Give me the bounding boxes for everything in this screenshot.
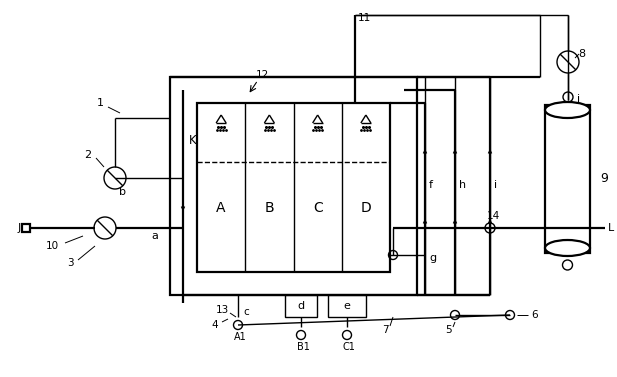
Text: 9: 9 <box>600 173 608 185</box>
Text: A: A <box>217 201 226 215</box>
Text: b: b <box>118 187 125 197</box>
Text: h: h <box>459 180 466 190</box>
Text: D: D <box>360 201 371 215</box>
Text: 11: 11 <box>358 13 371 23</box>
Text: J: J <box>18 223 21 233</box>
Text: j: j <box>576 94 579 104</box>
Bar <box>170 77 417 295</box>
Bar <box>197 103 390 272</box>
Text: d: d <box>297 301 305 311</box>
Text: c: c <box>243 307 249 317</box>
Bar <box>22 224 30 232</box>
Text: e: e <box>344 301 350 311</box>
Text: A1: A1 <box>234 332 246 342</box>
Text: B1: B1 <box>297 342 310 352</box>
Bar <box>545 105 590 253</box>
Text: 14: 14 <box>486 211 500 221</box>
Text: C: C <box>313 201 323 215</box>
Text: 13: 13 <box>215 305 229 315</box>
Text: 8: 8 <box>579 49 586 59</box>
Text: g: g <box>429 253 436 263</box>
Text: 5: 5 <box>445 325 451 335</box>
Bar <box>183 90 404 283</box>
Text: C1: C1 <box>342 342 355 352</box>
Text: f: f <box>429 180 433 190</box>
Ellipse shape <box>545 102 590 118</box>
Text: 2: 2 <box>85 150 91 160</box>
Text: 7: 7 <box>382 325 388 335</box>
Text: 10: 10 <box>46 241 59 251</box>
Bar <box>328 295 366 317</box>
Text: L: L <box>608 223 615 233</box>
Ellipse shape <box>545 240 590 256</box>
Text: K: K <box>189 133 197 147</box>
Text: 12: 12 <box>255 70 268 80</box>
Bar <box>285 295 317 317</box>
Text: 1: 1 <box>96 98 104 108</box>
Text: B: B <box>265 201 274 215</box>
Text: a: a <box>152 231 159 241</box>
Text: i: i <box>494 180 497 190</box>
Text: 3: 3 <box>67 258 73 268</box>
Text: 6: 6 <box>532 310 538 320</box>
Text: 4: 4 <box>212 320 218 330</box>
